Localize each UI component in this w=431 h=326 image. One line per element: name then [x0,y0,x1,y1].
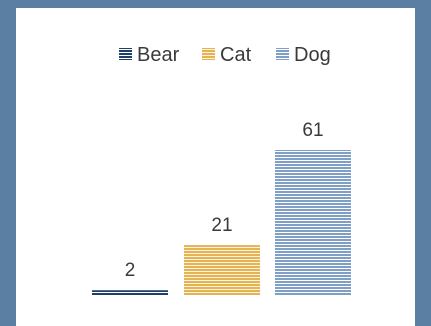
bar-bear [92,290,168,295]
data-labels: 2 21 61 [125,120,324,281]
bar-dog [275,150,351,295]
bars [92,150,351,295]
legend: Bear Cat Dog [119,44,331,66]
data-label-dog: 61 [302,120,323,141]
bar-cat [184,245,260,295]
data-label-bear: 2 [125,260,136,281]
legend-swatch-bear [119,48,132,60]
legend-swatch-dog [276,48,289,60]
legend-swatch-cat [202,48,215,60]
legend-label-dog: Dog [294,44,331,66]
legend-label-cat: Cat [220,44,252,66]
data-label-cat: 21 [211,215,232,236]
chart-panel: Bear Cat Dog 2 21 61 [16,8,415,326]
legend-label-bear: Bear [137,44,180,66]
bar-chart: Bear Cat Dog 2 21 61 [92,44,351,295]
